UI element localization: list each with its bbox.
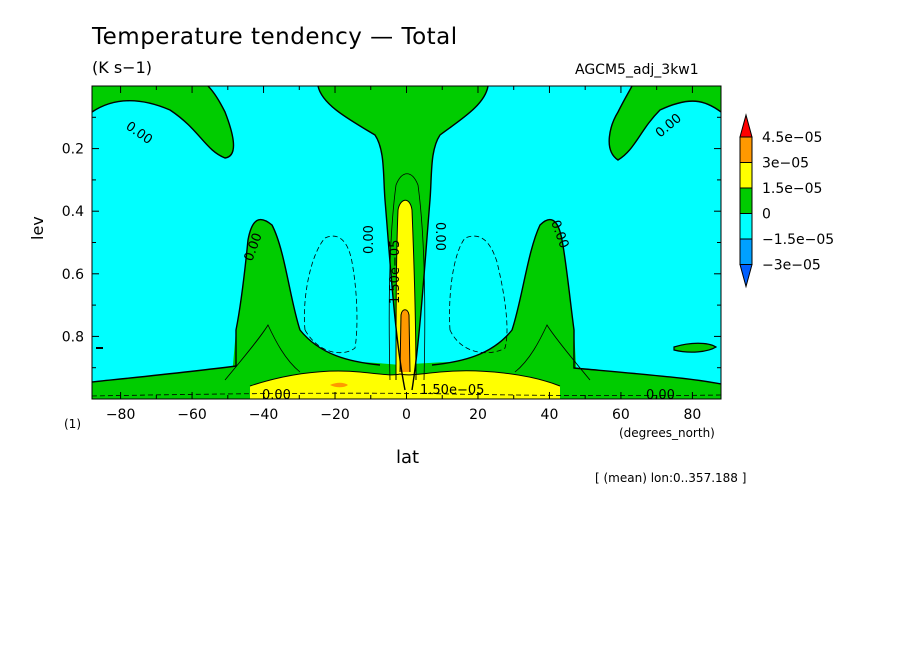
contour-label-center-right: 0.00 xyxy=(432,222,447,251)
neg-contour-left xyxy=(304,235,358,354)
contour-field xyxy=(92,86,721,399)
band-green-topleft xyxy=(92,86,234,158)
band-green-topright xyxy=(609,86,721,160)
zero-contour-center xyxy=(317,86,489,391)
x-tick-label: −80 xyxy=(106,407,136,423)
x-ticks: −80 −60 −40 −20 0 20 40 60 80 xyxy=(106,86,701,423)
neg-contour-bottom xyxy=(92,392,721,397)
band-orange-bottom xyxy=(330,382,348,388)
zero-contour-leftpeak xyxy=(92,218,381,383)
colorbar-label: 1.5e−05 xyxy=(762,181,822,197)
band-green-leftpeak xyxy=(230,219,380,399)
band-orange-core xyxy=(400,309,410,372)
mean-note: [ (mean) lon:0..357.188 ] xyxy=(595,471,747,485)
colorbar-band-30-45 xyxy=(739,136,753,163)
chart-units: (K s−1) xyxy=(92,58,152,77)
contour-label-column: 1.50e−05 xyxy=(388,240,403,304)
contour-column-outer xyxy=(388,173,426,381)
chart-title: Temperature tendency — Total xyxy=(92,24,458,50)
x-tick-label: −40 xyxy=(249,407,279,423)
colorbar-band-neg30-neg15 xyxy=(739,238,753,265)
y-ticks: 0.2 0.4 0.6 0.8 xyxy=(62,116,721,400)
contour-label-bottom: 1.50e−05 xyxy=(420,383,484,398)
band-green-rightpeak xyxy=(432,219,578,399)
x-tick-label: 80 xyxy=(683,407,701,423)
x-axis-label: lat xyxy=(396,447,420,468)
colorbar-label: 0 xyxy=(762,207,771,223)
colorbar: 4.5e−05 3e−05 1.5e−05 0 −1.5e−05 −3e−05 xyxy=(739,113,834,289)
y-tick-label: 0.8 xyxy=(62,329,84,345)
x-tick-label: 60 xyxy=(612,407,630,423)
contour-label-center-left: 0.00 xyxy=(362,225,377,254)
colorbar-label: −1.5e−05 xyxy=(762,232,834,248)
y-tick-label: 0.2 xyxy=(62,142,84,158)
colorbar-label: 3e−05 xyxy=(762,156,809,172)
contour-column-edge xyxy=(395,199,417,381)
colorbar-band-15-30 xyxy=(739,162,753,189)
contour-blob-right xyxy=(673,342,718,353)
colorbar-label: 4.5e−05 xyxy=(762,130,822,146)
x-tick-label: 0 xyxy=(402,407,411,423)
colorbar-arrow-top xyxy=(739,113,753,138)
contour-yellow-edge xyxy=(249,370,561,387)
contour-inner-right xyxy=(514,324,591,381)
level-note: (1) xyxy=(64,417,81,431)
model-name: AGCM5_adj_3kw1 xyxy=(575,62,699,78)
band-yellow-bottom xyxy=(250,370,560,399)
x-axis-units: (degrees_north) xyxy=(619,426,715,440)
zero-contour-right xyxy=(608,86,721,161)
zero-contour-rightpeak xyxy=(431,218,721,385)
x-tick-label: −60 xyxy=(177,407,207,423)
band-green-blob xyxy=(674,343,716,353)
colorbar-band-neg15-0 xyxy=(739,213,753,240)
contour-label-bottom-right: 0.00 xyxy=(646,388,675,403)
colorbar-band-0-15 xyxy=(739,187,753,214)
y-tick-label: 0.4 xyxy=(62,204,84,220)
neg-contour-right xyxy=(449,235,508,354)
x-tick-label: −20 xyxy=(320,407,350,423)
contour-lines xyxy=(92,86,721,397)
contour-orange-edge xyxy=(399,309,411,373)
contour-label-bottom-left: 0.00 xyxy=(262,388,291,403)
y-tick-label: 0.6 xyxy=(62,267,84,283)
contour-inner-left xyxy=(224,324,301,381)
colorbar-arrow-bottom xyxy=(739,264,753,289)
colorbar-label: −3e−05 xyxy=(762,258,821,274)
zero-contour-left xyxy=(92,86,235,159)
x-tick-label: 40 xyxy=(541,407,559,423)
x-tick-label: 20 xyxy=(469,407,487,423)
